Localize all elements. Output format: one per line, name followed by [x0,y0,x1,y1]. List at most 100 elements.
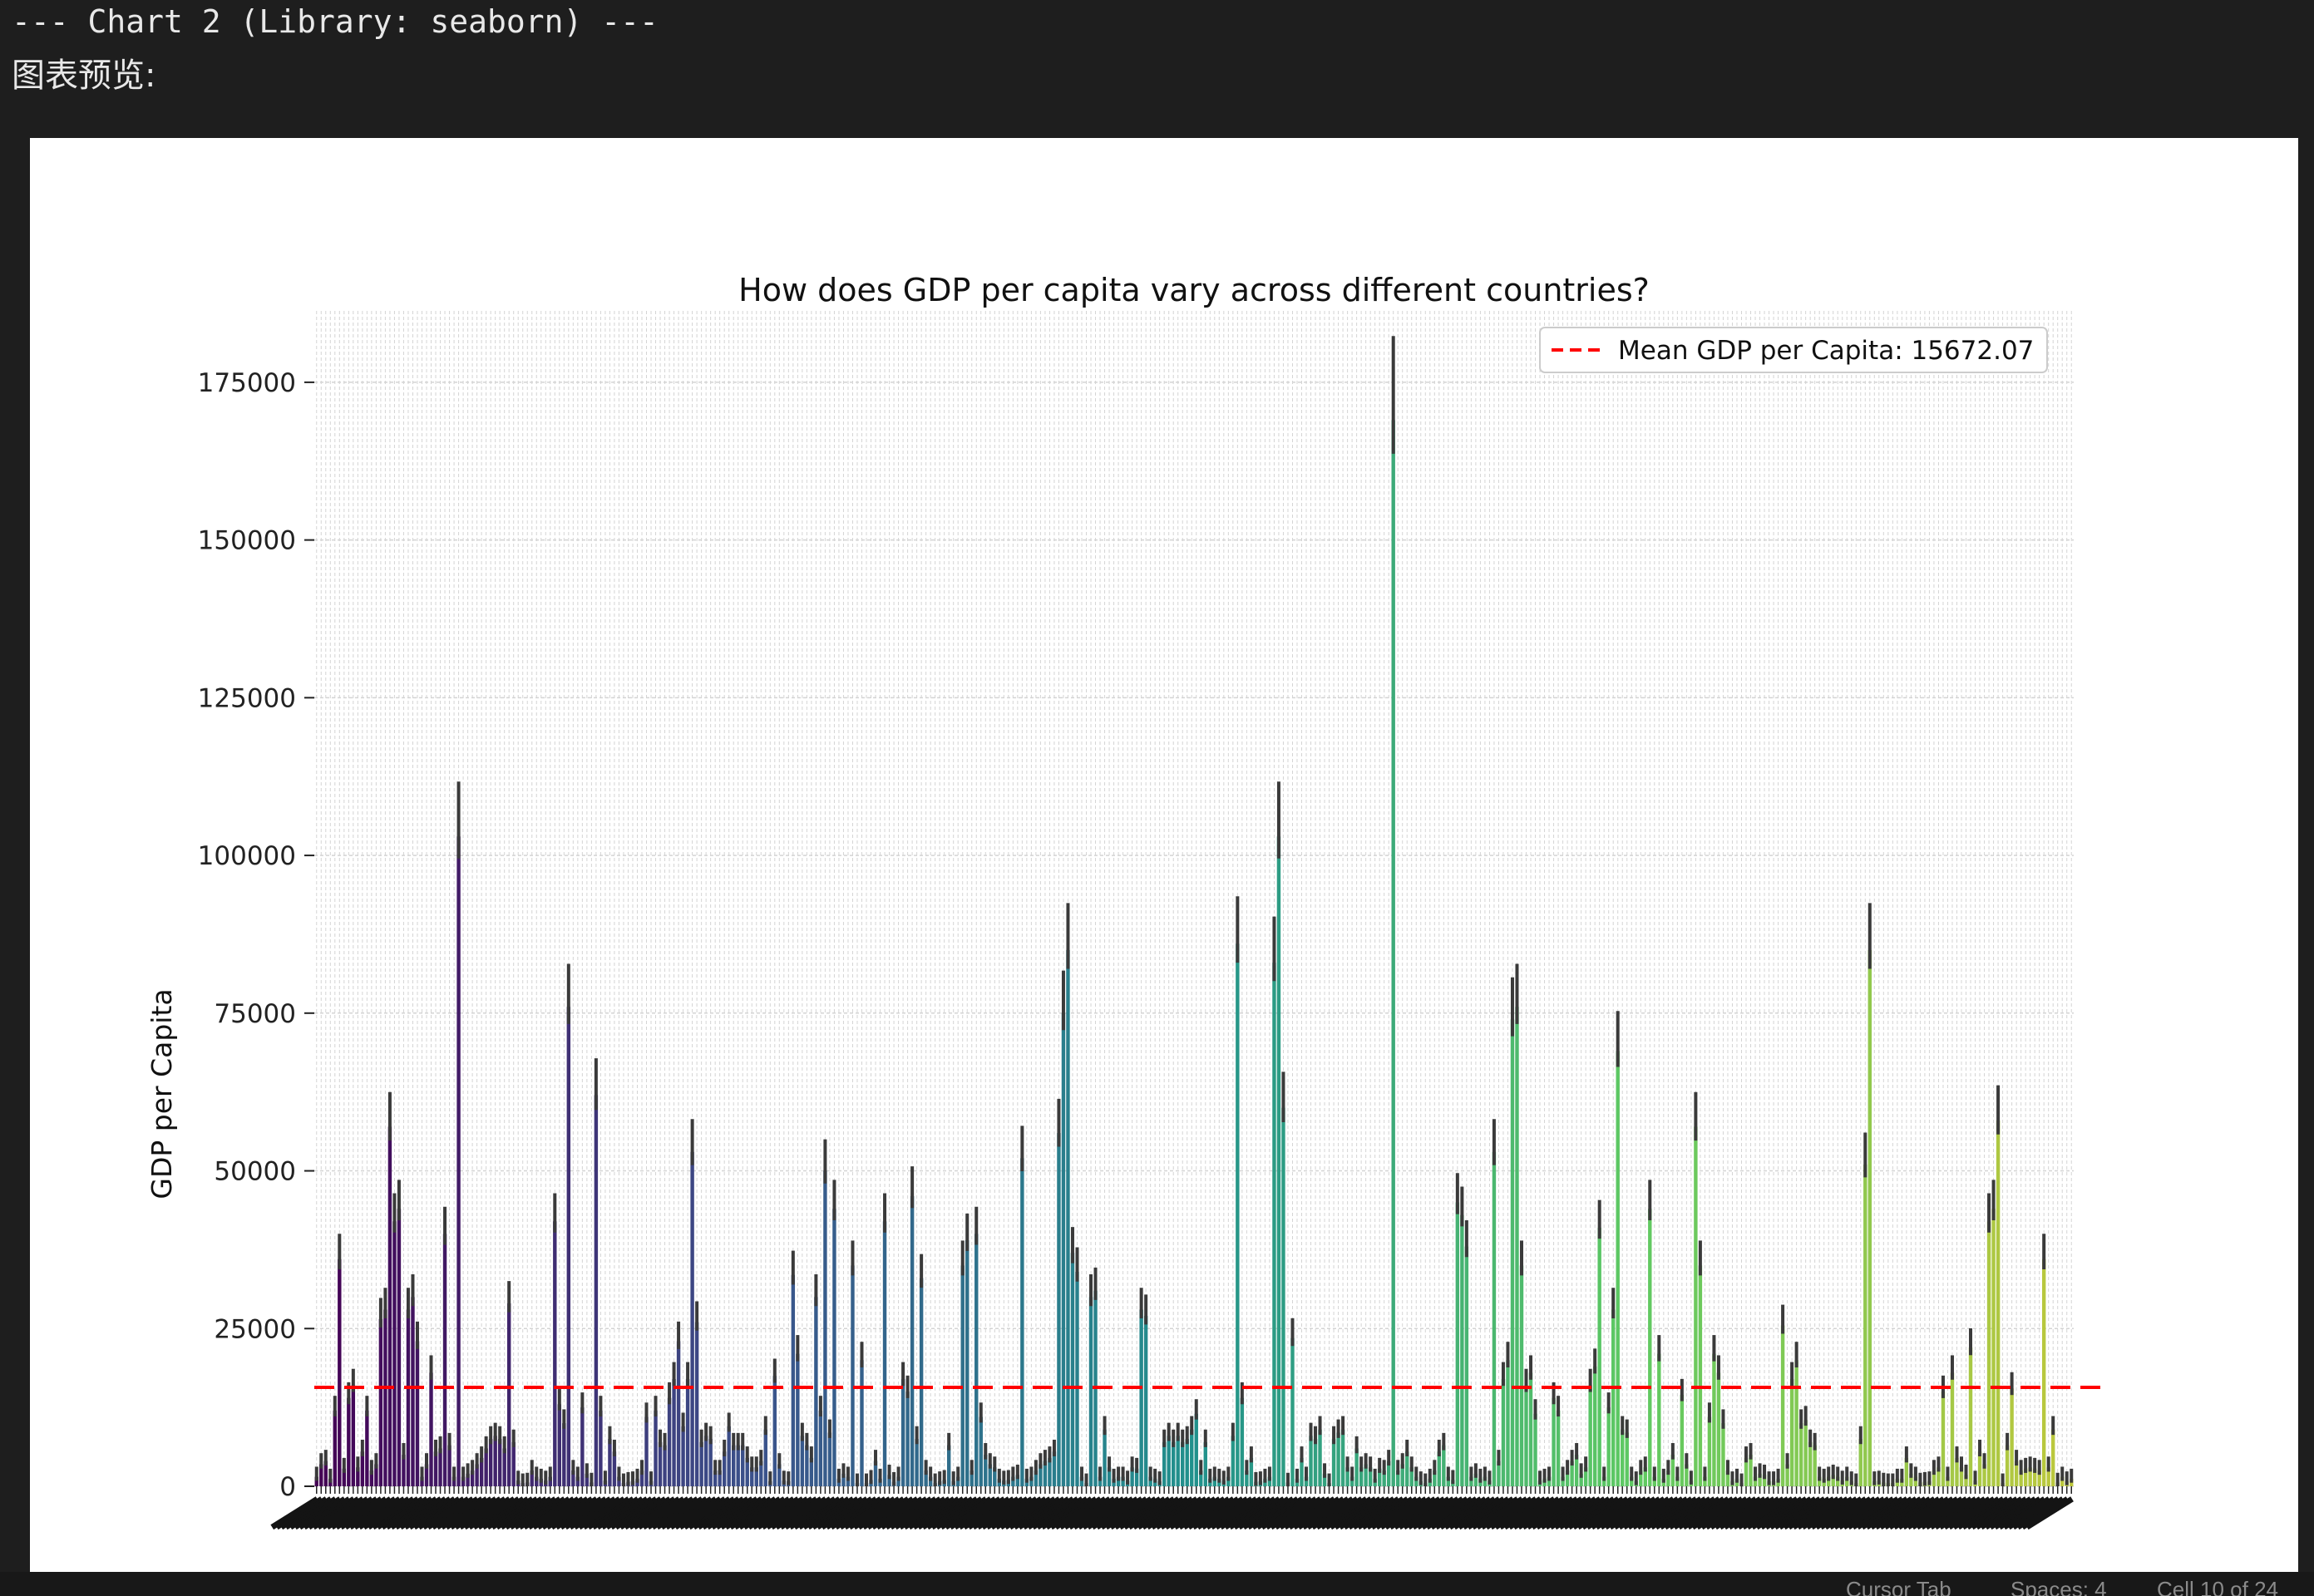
bar [397,1209,402,1486]
bar [2010,1388,2014,1486]
bar [1391,420,1395,1487]
bar [497,1439,502,1486]
bar [818,1410,823,1486]
bar [1364,1464,1368,1486]
bar [566,1007,571,1486]
bar [1725,1470,1730,1486]
gdp-bar-chart: 0 25000 50000 75000 100000 125000 150000 175000… [146,272,2107,1530]
bar [1964,1475,1968,1486]
y-tick-label: 175000 [198,368,296,398]
bar [1245,1470,1249,1486]
bar [424,1464,429,1486]
bar [1611,1309,1616,1486]
status-cell[interactable]: Cell 10 of 24 [2157,1577,2278,1596]
bar [1721,1423,1725,1486]
bar [1836,1476,1840,1486]
bar [323,1461,328,1486]
bar-series [314,420,2074,1487]
bar [506,1303,511,1486]
bar [1272,963,1276,1486]
bar [608,1439,612,1486]
bar [1533,1413,1537,1486]
bar [965,1240,970,1486]
bar [1515,1007,1519,1486]
bar [502,1448,506,1486]
bar [1088,1297,1093,1486]
bar [860,1360,864,1486]
bar [1863,1164,1867,1486]
bar [1034,1470,1039,1486]
bar [1798,1423,1803,1486]
bar [772,1376,777,1486]
bar [1909,1473,1913,1486]
bar [1639,1470,1643,1486]
y-axis-ticks: 0 25000 50000 75000 100000 125000 150000 175000 [198,368,314,1502]
bar [1996,1120,2001,1486]
bar [594,1095,599,1486]
bar [1309,1436,1313,1486]
bar [1212,1476,1217,1486]
bar [1400,1464,1404,1486]
bar [1070,1253,1075,1486]
bar [988,1464,992,1486]
bar [1276,836,1281,1486]
bar [1181,1441,1185,1486]
bar [451,1476,456,1486]
bar [882,1221,887,1486]
grid-lines [314,311,2074,1487]
bar [984,1455,988,1486]
bar [713,1470,718,1486]
bar [846,1476,851,1486]
bar [511,1441,516,1486]
bar [1203,1441,1207,1486]
bar [2050,1429,2055,1486]
status-cursor[interactable]: Cursor Tab [1846,1577,1951,1596]
bar [1029,1476,1034,1486]
bar [1694,1126,1698,1486]
bar [851,1265,855,1486]
bar [1991,1209,1996,1486]
bar [763,1429,767,1486]
bar [1625,1432,1629,1486]
bar [1652,1476,1657,1486]
bar [1098,1476,1103,1486]
bar [1331,1439,1336,1486]
bar [1322,1473,1327,1486]
bar [1592,1366,1597,1486]
bar [1913,1476,1918,1486]
bar [1226,1476,1231,1486]
bar [338,1259,342,1486]
bar [1437,1451,1442,1486]
bar [1946,1476,1950,1486]
bar [722,1451,727,1486]
bar [1446,1476,1451,1486]
bar [2046,1467,2050,1486]
bar [406,1309,411,1486]
bar [823,1170,827,1486]
bar [685,1378,690,1486]
bar [1497,1461,1501,1486]
bar [644,1416,649,1486]
bar [1716,1372,1721,1486]
bar [1442,1445,1446,1486]
bar [392,1221,397,1486]
bar [1354,1448,1359,1486]
bar [562,1423,566,1486]
status-spaces[interactable]: Spaces: 4 [2011,1577,2107,1596]
bar [1813,1445,1817,1486]
bar [1409,1467,1414,1486]
bar [1794,1360,1798,1486]
bar [1867,949,1872,1486]
bar [754,1467,758,1486]
y-tick-label: 25000 [214,1314,296,1344]
bar [378,1318,383,1486]
preview-label: 图表预览: [12,57,156,95]
bar [1267,1476,1272,1486]
legend-entry-mean: Mean GDP per Capita: 15672.07 [1618,336,2034,366]
bar [2019,1470,2023,1486]
y-tick-label: 125000 [198,683,296,713]
bar [1492,1151,1497,1486]
bar [1377,1468,1382,1486]
bar [571,1470,575,1486]
bar [1574,1455,1579,1486]
